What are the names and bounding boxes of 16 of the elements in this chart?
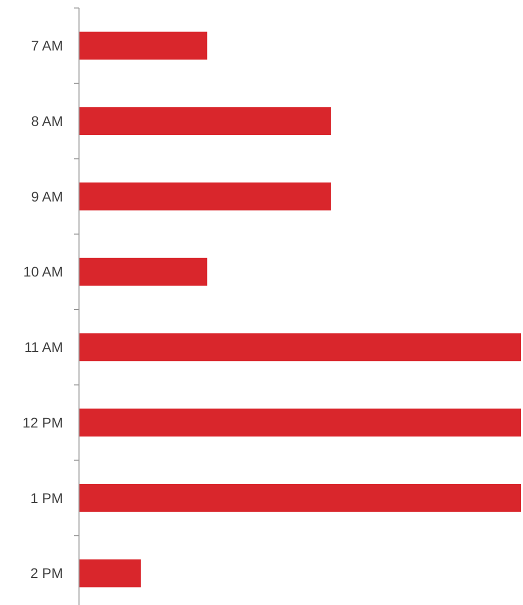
y-tick-label: 9 AM [31, 188, 63, 204]
y-tick-label: 7 AM [31, 38, 63, 54]
y-tick-label: 11 AM [24, 339, 63, 356]
y-tick-label: 10 AM [23, 264, 63, 280]
y-tick-label: 12 PM [22, 414, 63, 430]
bar [79, 32, 208, 60]
bar [79, 333, 521, 362]
y-tick-label: 1 PM [30, 490, 63, 506]
bar [79, 107, 331, 136]
y-tick-label: 2 PM [30, 565, 63, 582]
bar [79, 484, 521, 512]
bar [79, 258, 208, 286]
bar [79, 182, 331, 210]
y-tick-label: 8 AM [31, 112, 63, 129]
bar [79, 559, 141, 588]
bar [79, 408, 521, 437]
